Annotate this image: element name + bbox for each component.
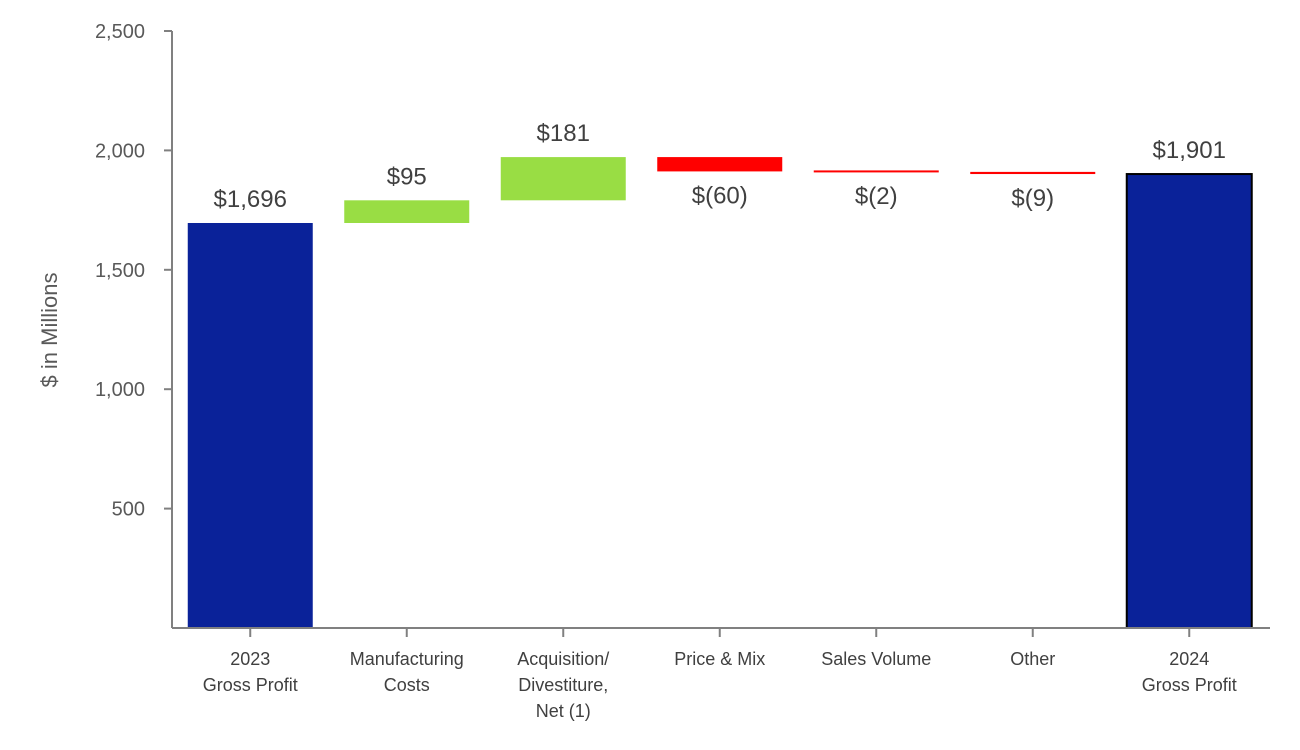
x-tick-label-line: Manufacturing bbox=[350, 649, 464, 669]
bar-2 bbox=[500, 157, 626, 201]
x-tick-label-2: Acquisition/Divestiture, Net (1) bbox=[517, 649, 609, 721]
x-tick-label-line: Net (1) bbox=[536, 701, 591, 721]
x-tick-label-line: Other bbox=[1010, 649, 1055, 669]
y-tick-label: 500 bbox=[112, 499, 145, 521]
x-tick-label-0: 2023 Gross Profit bbox=[203, 649, 298, 695]
data-label-2: $181 bbox=[537, 120, 590, 147]
data-label-0: $1,696 bbox=[214, 186, 287, 213]
x-tick-label-line: 2024 bbox=[1169, 649, 1209, 669]
data-label-5: $(9) bbox=[1011, 185, 1054, 212]
data-label-3: $(60) bbox=[692, 182, 748, 209]
x-tick-label-line: Sales Volume bbox=[821, 649, 931, 669]
bar-1 bbox=[344, 200, 470, 223]
data-label-1: $95 bbox=[387, 163, 427, 190]
x-tick-label-line: 2023 bbox=[230, 649, 270, 669]
y-axis-title: $ in Millions bbox=[37, 273, 62, 388]
data-label-4: $(2) bbox=[855, 183, 898, 210]
data-labels: $1,696 $95 $181 $(60) $(2) $(9) $1,901 bbox=[214, 120, 1226, 213]
waterfall-bars bbox=[187, 157, 1253, 629]
y-tick-label: 1,500 bbox=[95, 260, 145, 282]
bar-4 bbox=[813, 170, 939, 173]
y-tick-label: 1,000 bbox=[95, 379, 145, 401]
y-tick-label: 2,000 bbox=[95, 140, 145, 162]
bar-3 bbox=[657, 157, 783, 172]
x-tick-label-line: Gross Profit bbox=[203, 675, 298, 695]
x-tick-label-3: Price & Mix bbox=[674, 649, 765, 669]
x-tick-label-line: Gross Profit bbox=[1142, 675, 1237, 695]
x-tick-label-4: Sales Volume bbox=[821, 649, 931, 669]
bar-5 bbox=[970, 171, 1096, 175]
bar-6 bbox=[1125, 173, 1253, 629]
x-axis-ticks: 2023 Gross Profit Manufacturing Costs Acquis… bbox=[203, 628, 1237, 721]
y-tick-label: 2,500 bbox=[95, 21, 145, 43]
x-tick-label-line: Price & Mix bbox=[674, 649, 765, 669]
x-tick-label-line: Costs bbox=[384, 675, 430, 695]
data-label-6: $1,901 bbox=[1153, 137, 1226, 164]
x-tick-label-6: 2024 Gross Profit bbox=[1142, 649, 1237, 695]
y-axis-ticks: 500 1,000 1,500 2,000 2,500 bbox=[95, 21, 172, 521]
x-tick-label-5: Other bbox=[1010, 649, 1055, 669]
bar-0 bbox=[187, 222, 313, 629]
x-tick-label-1: Manufacturing Costs bbox=[350, 649, 464, 695]
x-tick-label-line: Acquisition/ bbox=[517, 649, 609, 669]
x-tick-label-line: Divestiture, bbox=[518, 675, 608, 695]
